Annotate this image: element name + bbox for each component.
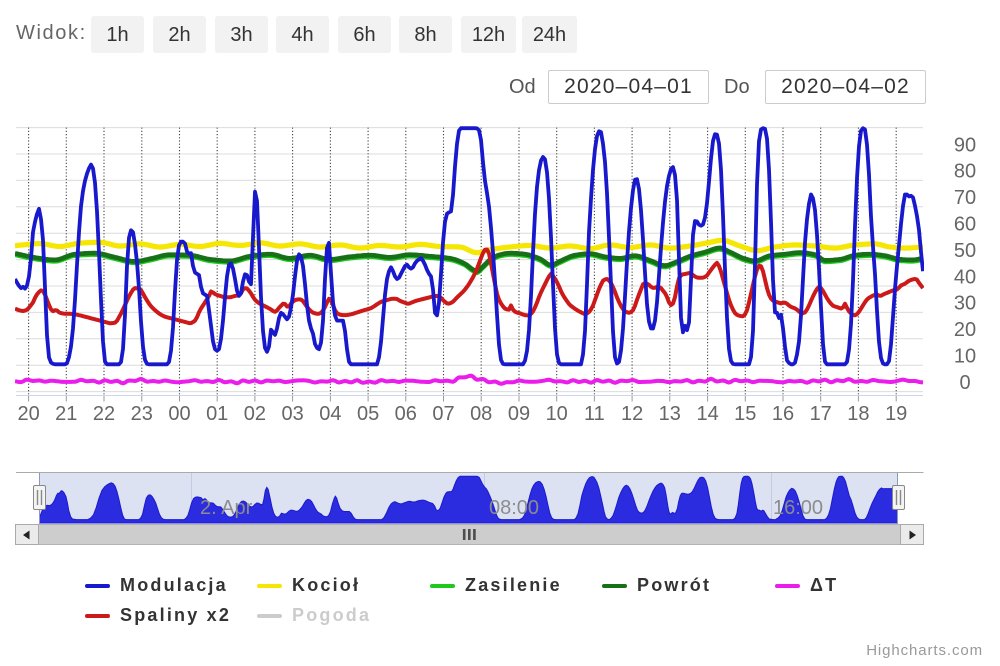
svg-text:07: 07 (432, 403, 454, 425)
svg-text:09: 09 (508, 403, 530, 425)
svg-text:00: 00 (168, 403, 190, 425)
svg-text:02: 02 (244, 403, 266, 425)
svg-text:19: 19 (885, 403, 907, 425)
svg-text:0: 0 (959, 372, 970, 394)
svg-text:20: 20 (954, 319, 976, 341)
svg-text:03: 03 (281, 403, 303, 425)
svg-text:05: 05 (357, 403, 379, 425)
svg-text:23: 23 (131, 403, 153, 425)
svg-text:16:00: 16:00 (773, 497, 823, 519)
svg-text:2. Apr: 2. Apr (200, 497, 253, 519)
svg-text:15: 15 (734, 403, 756, 425)
svg-text:14: 14 (696, 403, 718, 425)
svg-text:80: 80 (954, 161, 976, 183)
svg-text:16: 16 (772, 403, 794, 425)
svg-text:40: 40 (954, 266, 976, 288)
svg-text:18: 18 (847, 403, 869, 425)
svg-text:11: 11 (584, 403, 605, 425)
svg-text:04: 04 (319, 403, 341, 425)
svg-text:17: 17 (810, 403, 832, 425)
svg-text:50: 50 (954, 240, 976, 262)
svg-text:10: 10 (546, 403, 568, 425)
svg-text:20: 20 (17, 403, 39, 425)
svg-text:08: 08 (470, 403, 492, 425)
svg-text:90: 90 (954, 134, 976, 156)
svg-text:06: 06 (395, 403, 417, 425)
svg-text:21: 21 (55, 403, 77, 425)
svg-text:22: 22 (93, 403, 115, 425)
svg-text:70: 70 (954, 187, 976, 209)
svg-text:12: 12 (621, 403, 643, 425)
svg-text:60: 60 (954, 214, 976, 236)
svg-text:08:00: 08:00 (489, 497, 539, 519)
svg-text:01: 01 (206, 403, 228, 425)
svg-text:13: 13 (659, 403, 681, 425)
svg-text:30: 30 (954, 293, 976, 315)
svg-text:10: 10 (954, 346, 976, 368)
